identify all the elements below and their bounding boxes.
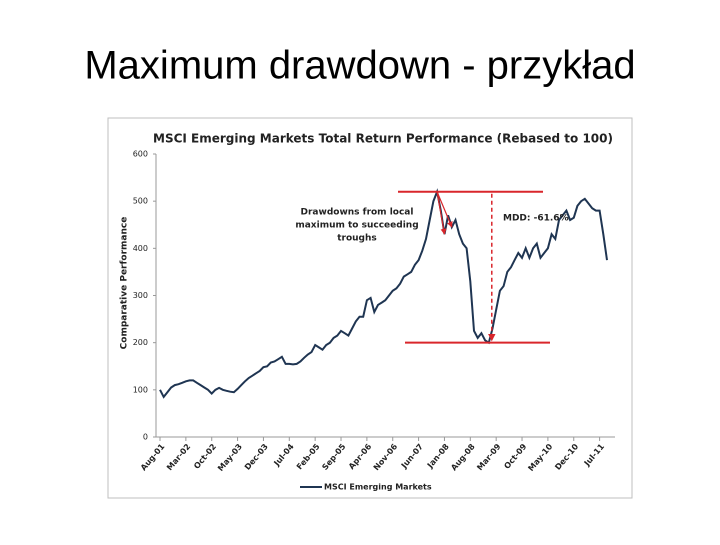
y-tick-label: 500 <box>133 197 148 206</box>
annotation: maximum to succeeding <box>295 221 418 231</box>
y-tick-label: 400 <box>133 244 148 253</box>
legend-label: MSCI Emerging Markets <box>324 483 432 492</box>
y-tick-label: 600 <box>133 150 148 159</box>
drawdown-arrow <box>436 191 453 228</box>
y-tick-label: 100 <box>133 385 148 394</box>
line-series <box>159 188 608 399</box>
annotation-mdd: MDD: -61.6% <box>503 214 569 224</box>
y-tick-label: 0 <box>143 433 148 442</box>
annotation: Drawdowns from local <box>301 208 414 218</box>
annotation: troughs <box>337 234 377 244</box>
chart-title: MSCI Emerging Markets Total Return Perfo… <box>153 132 613 146</box>
y-tick-label: 200 <box>133 338 148 347</box>
slide-title: Maximum drawdown - przykład <box>84 44 635 88</box>
y-tick-label: 300 <box>133 291 148 300</box>
drawdown-arrow <box>436 191 447 235</box>
y-axis-label: Comparative Performance <box>120 217 130 350</box>
chart-frame <box>107 117 633 499</box>
